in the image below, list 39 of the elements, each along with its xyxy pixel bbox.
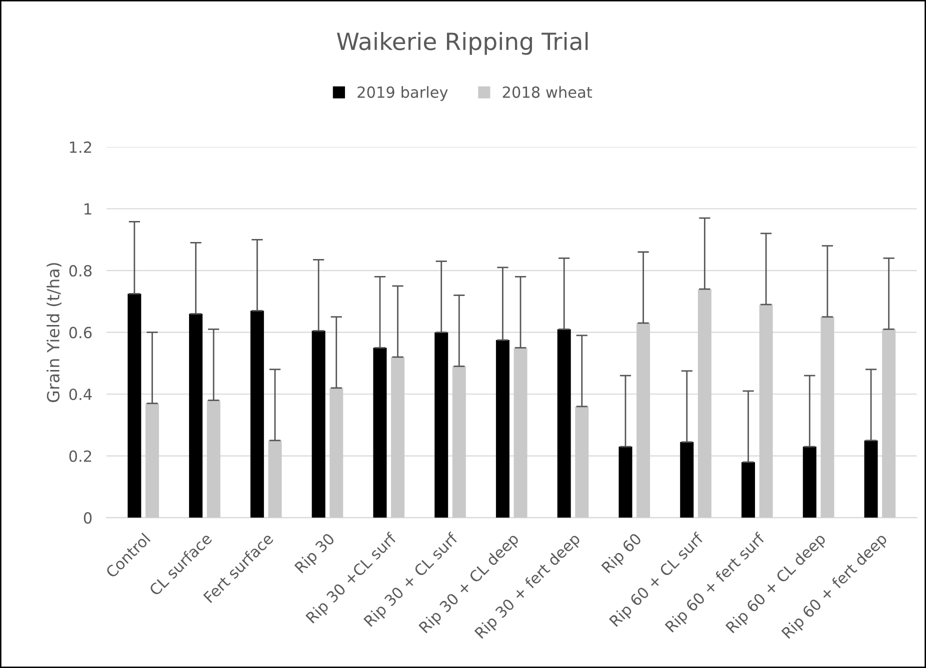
bar (145, 403, 159, 518)
bar (575, 406, 589, 518)
y-tick-label: 0.2 (69, 450, 92, 462)
bar (636, 323, 650, 518)
bar (312, 330, 326, 518)
bar (618, 446, 632, 518)
bar (496, 340, 510, 518)
y-tick-label: 0.4 (69, 388, 92, 400)
bar (820, 316, 834, 518)
bar (452, 366, 466, 518)
legend-label: 2018 wheat (502, 86, 592, 98)
bar (698, 289, 712, 518)
bar (128, 294, 142, 518)
y-tick-label: 1 (84, 203, 92, 215)
y-tick-label: 0.6 (69, 326, 92, 338)
bar (759, 304, 773, 518)
x-tick-label: Rip 30 (294, 532, 338, 576)
chart-title: Waikerie Ripping Trial (336, 32, 588, 55)
legend-label: 2019 barley (358, 86, 448, 101)
y-axis-title: Grain Yield (t/ha) (46, 263, 62, 402)
x-tick-label: Rip 60 (600, 532, 644, 576)
bar (802, 446, 816, 518)
y-tick-label: 0.8 (69, 265, 92, 277)
bar (391, 357, 404, 518)
bar (250, 310, 264, 518)
bar (330, 388, 344, 518)
bar (268, 440, 282, 518)
bar (373, 348, 387, 518)
y-tick-label: 1.2 (70, 141, 92, 153)
bar (557, 329, 571, 518)
bar (514, 348, 528, 518)
bar (680, 442, 694, 518)
y-tick-label: 0 (84, 512, 92, 524)
bar (864, 440, 878, 518)
bar (189, 314, 203, 518)
bar (434, 332, 448, 518)
bar (741, 462, 755, 518)
bar (882, 329, 896, 518)
bar (206, 400, 220, 518)
